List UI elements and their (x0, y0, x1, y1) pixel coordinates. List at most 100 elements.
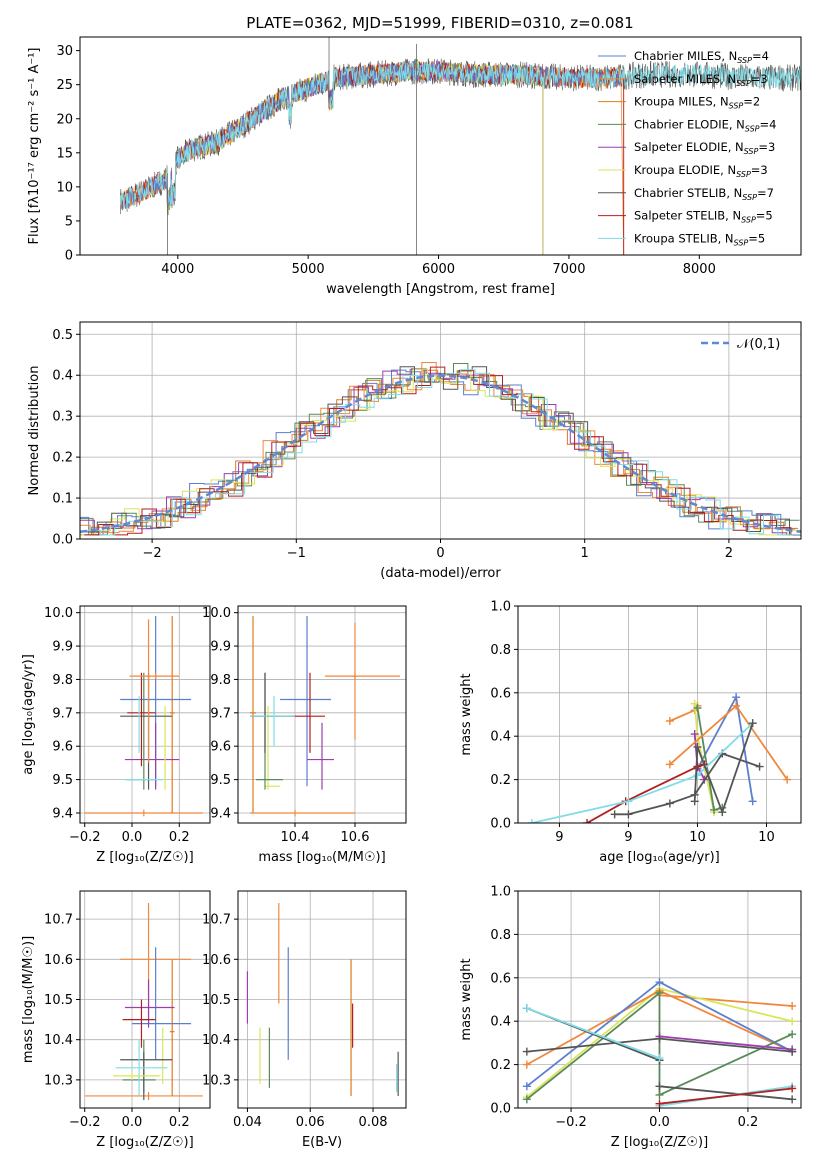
axes-frame (237, 605, 407, 824)
y-tick-label: 9.9 (210, 640, 231, 655)
hist-chabrier_stelib (82, 366, 801, 536)
y-tick-label: 0.1 (52, 492, 73, 507)
plot-area (80, 362, 801, 536)
series-marker (522, 1060, 531, 1069)
x-tick-label: 4000 (161, 262, 194, 277)
series-marker (665, 717, 674, 726)
series-marker (693, 703, 702, 712)
series-line (693, 722, 754, 815)
axes-frame (517, 605, 802, 824)
series-marker (655, 978, 664, 987)
y-tick-label: 10.3 (44, 1073, 73, 1088)
series-marker (718, 808, 727, 817)
x-axis-label: wavelength [Angstrom, rest frame] (326, 282, 555, 297)
x-tick-label: −1 (287, 546, 306, 561)
x-tick-label: 0.2 (738, 1115, 759, 1130)
y-tick-label: 0 (65, 249, 73, 264)
x-tick-label: 0.04 (233, 1115, 262, 1130)
x-axis-label: Z [log₁₀(Z/Z☉)] (611, 1135, 708, 1150)
gaussian-curve (80, 374, 801, 534)
y-tick-label: 10.5 (202, 993, 231, 1008)
y-tick-label: 10.5 (44, 993, 73, 1008)
x-tick-label: 0.2 (169, 830, 190, 845)
y-tick-label: 9.7 (52, 706, 73, 721)
series-marker (748, 797, 757, 806)
legend-label: Salpeter STELIB, NSSP=5 (634, 209, 773, 225)
y-axis-label: mass weight (459, 958, 474, 1040)
x-axis-label: E(B-V) (302, 1135, 342, 1150)
series-marker (610, 810, 619, 819)
panel-mass_vs_ebv: 0.04 0.06 0.08 10.3 10.4 10.5 10.6 10.7 E(B-V) (202, 890, 407, 1150)
plot-area (120, 37, 801, 255)
series-marker (522, 1095, 531, 1104)
legend-label: Kroupa STELIB, NSSP=5 (634, 231, 765, 247)
y-tick-label: 0.4 (490, 730, 511, 745)
y-axis-label: age [log₁₀(age/yr)] (21, 654, 36, 775)
x-tick-label: 6000 (422, 262, 455, 277)
axes-frame (79, 890, 211, 1109)
y-tick-label: 25 (56, 78, 73, 93)
y-tick-label: 9.5 (52, 773, 73, 788)
y-tick-label: 0.5 (52, 328, 73, 343)
axes-frame (79, 605, 211, 824)
hist-chabrier_miles (80, 369, 796, 536)
y-axis-label: Normed distribution (27, 366, 42, 496)
y-tick-label: 10.4 (202, 1033, 231, 1048)
y-tick-label: 0.4 (490, 1015, 511, 1030)
y-tick-label: 0.0 (490, 817, 511, 832)
x-tick-label: 0.06 (296, 1115, 325, 1130)
series-marker (522, 1004, 531, 1013)
y-tick-label: 0.0 (490, 1102, 511, 1117)
axes-frame (237, 890, 407, 1109)
series-marker (690, 797, 699, 806)
x-tick-label: 9 (555, 830, 563, 845)
x-axis-label: Z [log₁₀(Z/Z☉)] (96, 1135, 193, 1150)
y-tick-label: 10.7 (44, 913, 73, 928)
y-tick-label: 9.6 (52, 740, 73, 755)
legend-label: Salpeter ELODIE, NSSP=3 (634, 140, 775, 156)
series-marker (655, 988, 664, 997)
series-line (586, 763, 705, 823)
x-tick-label: 0.0 (649, 1115, 670, 1130)
plot-area (84, 903, 203, 1100)
series-marker (788, 1095, 797, 1104)
y-tick-label: 9.4 (52, 806, 73, 821)
series-marker (788, 1047, 797, 1056)
spectrum-line-kroupa_stelib (120, 61, 801, 210)
y-tick-label: 10.3 (202, 1073, 231, 1088)
spectrum-line-kroupa_miles (120, 61, 625, 255)
series-marker (710, 805, 719, 814)
y-tick-label: 10.4 (44, 1033, 73, 1048)
legend-label: Chabrier STELIB, NSSP=7 (634, 186, 774, 202)
series-marker (783, 775, 792, 784)
series-line (659, 1035, 793, 1051)
series-line (659, 994, 793, 1007)
y-tick-label: 9.6 (210, 740, 231, 755)
x-tick-label: 10.6 (341, 830, 370, 845)
panel-residuals: −2 −1 0 1 2 0.0 0.1 0.2 0.3 0.4 0.5 (data-model)/er… (27, 321, 802, 581)
series-marker (583, 819, 592, 823)
x-tick-label: 2 (725, 546, 733, 561)
series-marker (693, 771, 702, 780)
y-tick-label: 0.8 (490, 643, 511, 658)
series-marker (665, 760, 674, 769)
series-marker (655, 1090, 664, 1099)
series-marker (693, 743, 702, 752)
y-tick-label: 0.6 (490, 971, 511, 986)
axes-frame (79, 321, 802, 540)
y-tick-label: 9.7 (210, 706, 231, 721)
y-tick-label: 10.0 (202, 606, 231, 621)
hist-kroupa_elodie (81, 368, 801, 536)
spectrum-line-salpeter_elodie (164, 60, 544, 255)
panel-spectrum: 4000 5000 6000 7000 8000 0 5 10 15 20 25 30 waveleng… (27, 36, 802, 297)
figure-title: PLATE=0362, MJD=51999, FIBERID=0310, z=0… (246, 14, 633, 32)
plot-area (84, 616, 203, 817)
y-tick-label: 10.6 (44, 953, 73, 968)
series-line (531, 722, 754, 823)
x-tick-label: 1 (581, 546, 589, 561)
series-marker (732, 701, 741, 710)
series-marker (655, 1082, 664, 1091)
spectrum-line-kroupa_elodie (164, 59, 544, 255)
y-tick-label: 9.8 (210, 673, 231, 688)
